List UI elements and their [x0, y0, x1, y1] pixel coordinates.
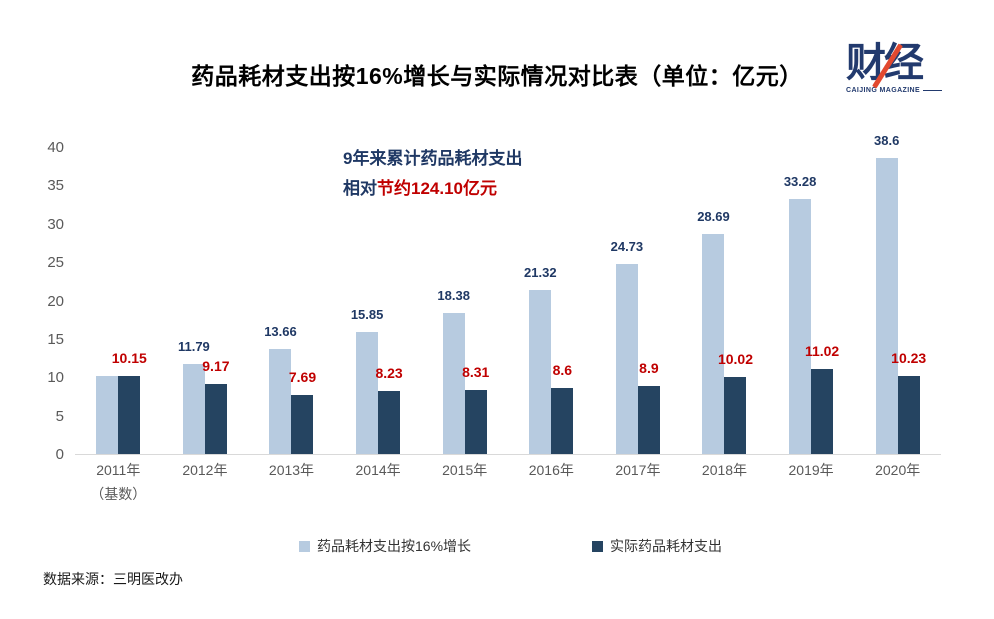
bar-group: 10.15	[75, 148, 162, 454]
bar-growth16	[875, 157, 898, 454]
legend-swatch-growth16	[299, 540, 310, 552]
legend-label-growth16: 药品耗材支出按16%增长	[317, 538, 472, 554]
logo-subtitle-row: CAIJING MAGAZINE	[846, 87, 942, 94]
y-tick-label: 35	[47, 177, 64, 195]
y-tick-label: 10	[47, 369, 64, 387]
bar-growth16	[615, 264, 638, 454]
value-label-growth16: 15.85	[350, 307, 384, 323]
x-axis-base-note: （基数）	[90, 486, 147, 502]
bar-group: 21.32 8.6	[508, 148, 595, 454]
value-label-actual: 8.23	[375, 364, 403, 381]
bar-growth16	[442, 312, 465, 454]
bar-actual	[551, 388, 574, 454]
bar-actual	[118, 376, 141, 454]
value-label-growth16: 21.32	[524, 265, 557, 281]
bar-actual	[811, 369, 834, 454]
value-label-actual: 10.02	[717, 351, 753, 368]
value-label-actual: 10.15	[111, 350, 147, 367]
bar-actual	[897, 375, 920, 454]
value-label-growth16: 13.66	[264, 324, 297, 340]
value-label-growth16: 33.28	[783, 173, 817, 189]
value-label-actual: 8.9	[639, 359, 659, 376]
y-tick-label: 15	[47, 330, 64, 348]
value-label-actual: 8.31	[462, 364, 490, 381]
x-axis-label: 2015年	[442, 462, 488, 478]
y-tick-label: 5	[55, 407, 64, 425]
legend-swatch-actual	[592, 540, 603, 552]
y-tick-label: 20	[47, 292, 64, 310]
y-tick-label: 0	[55, 446, 64, 463]
x-axis-label: 2020年	[875, 462, 921, 478]
bar-group: 11.79 9.17	[162, 148, 249, 454]
bar-growth16	[182, 363, 205, 454]
value-label-growth16: 18.38	[437, 287, 470, 303]
value-label-growth16: 11.79	[177, 338, 210, 354]
x-axis-label: 2018年	[701, 462, 748, 478]
bar-actual	[464, 390, 487, 454]
value-label-actual: 10.23	[891, 349, 927, 366]
x-axis-label: 2014年	[355, 462, 401, 478]
bar-group: 15.85 8.23	[335, 148, 422, 454]
annotation-line2: 相对节约124.10亿元	[343, 174, 522, 204]
bar-actual	[378, 390, 401, 454]
bar-group: 38.6 10.23	[854, 133, 941, 454]
bar-actual	[724, 377, 747, 454]
value-label-actual: 11.02	[804, 343, 840, 360]
x-axis-label: 2017年	[615, 462, 661, 478]
annotation-line2-highlight: 节约124.10亿元	[377, 179, 497, 198]
annotation-line1: 9年来累计药品耗材支出	[343, 149, 523, 168]
bar-actual	[204, 383, 227, 454]
value-label-actual: 7.69	[288, 368, 317, 385]
logo-subtitle: CAIJING MAGAZINE	[846, 87, 921, 94]
bar-actual	[291, 394, 314, 454]
bar-growth16	[356, 332, 379, 454]
x-axis-label: 2019年	[788, 462, 834, 478]
plot-area: 10.15 11.79 9.17 13.66 7.69 15.85 8.23 18.38 8.3…	[75, 133, 941, 455]
value-label-growth16: 38.6	[874, 132, 900, 148]
bar-growth16	[529, 290, 552, 454]
value-label-growth16: 28.69	[697, 208, 730, 224]
y-tick-label: 30	[47, 215, 64, 233]
value-label-actual: 9.17	[202, 357, 230, 374]
annotation: 9年来累计药品耗材支出 相对节约124.10亿元	[343, 144, 522, 204]
bar-group: 24.73 8.9	[595, 148, 682, 454]
x-axis-label: 2011年 （基数）	[75, 462, 162, 503]
bar-group: 13.66 7.69	[248, 148, 335, 454]
legend-label-actual: 实际药品耗材支出	[610, 538, 722, 554]
y-tick-label: 25	[47, 254, 64, 272]
logo-rule	[923, 90, 942, 91]
bar-group: 28.69 10.02	[681, 148, 768, 454]
value-label-actual: 8.6	[552, 362, 573, 378]
bar-growth16	[702, 233, 725, 454]
x-axis-label: 2016年	[528, 462, 574, 478]
annotation-line2-prefix: 相对	[343, 179, 377, 198]
y-tick-label: 40	[47, 139, 64, 156]
bar-group: 18.38 8.31	[421, 148, 508, 454]
x-axis-label: 2012年	[182, 462, 228, 478]
bar-growth16	[269, 349, 292, 454]
bar-group: 33.28 11.02	[768, 148, 855, 454]
y-axis: 0 5 10 15 20 25 30 35 40	[20, 139, 64, 463]
legend-item-growth16: 药品耗材支出按16%增长	[299, 536, 471, 556]
caijing-logo: 财经 CAIJING MAGAZINE	[846, 40, 942, 94]
chart-title: 药品耗材支出按16%增长与实际情况对比表（单位：亿元）	[191, 63, 803, 89]
bar-growth16	[789, 198, 812, 454]
x-axis: 2011年 （基数） 2012年 2013年 2014年 2015年 2016年 2017年 2…	[75, 462, 941, 512]
logo-wordmark: 财经	[846, 41, 924, 85]
bar-actual	[637, 385, 660, 454]
value-label-growth16: 24.73	[610, 239, 644, 255]
bar-growth16	[96, 376, 119, 454]
x-axis-label: 2013年	[268, 462, 315, 478]
legend-item-actual: 实际药品耗材支出	[592, 536, 722, 556]
data-source-note: 数据来源：三明医改办	[43, 571, 183, 587]
